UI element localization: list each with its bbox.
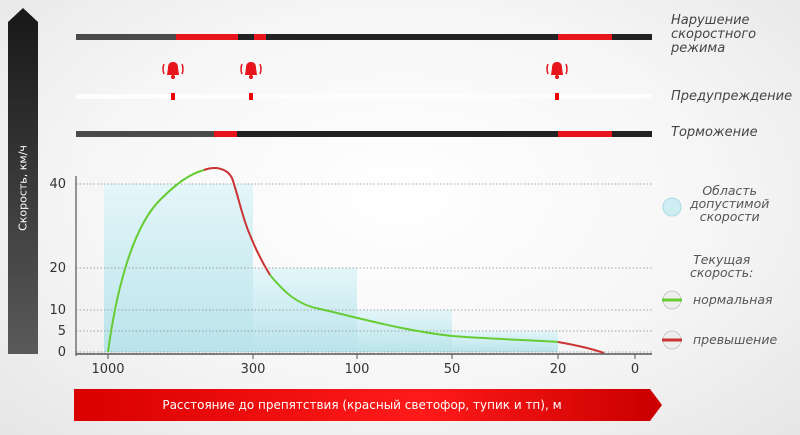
warning-marker-0: [171, 93, 175, 100]
braking-track: [76, 131, 652, 137]
track-label-violation: Нарушение скоростного режима: [671, 13, 757, 56]
x-tick-label: 300: [241, 362, 266, 377]
warning-track: [76, 94, 652, 99]
x-axis-bar: Расстояние до препятствия (красный свето…: [74, 389, 650, 421]
violation-track-segment-3: [558, 34, 612, 40]
legend-zone-label: Область допустимой скорости: [690, 183, 770, 224]
braking-track-segment-0: [76, 131, 214, 137]
legend-current-title: Текущая скорость:: [690, 252, 754, 280]
alarm-bell-icon: [240, 62, 262, 79]
braking-track-segment-1: [214, 131, 237, 137]
violation-track: [76, 34, 652, 40]
y-tick-label: 40: [49, 177, 66, 192]
braking-track-segment-2: [558, 131, 612, 137]
y-tick-label: 10: [49, 303, 66, 318]
x-tick-label: 100: [345, 362, 370, 377]
legend-zone-swatch: [662, 197, 682, 217]
x-tick-label: 20: [550, 362, 567, 377]
y-axis-bar: [8, 22, 38, 354]
legend-normal-label: нормальная: [693, 292, 773, 307]
warning-marker-2: [555, 93, 559, 100]
y-tick-label: 0: [58, 345, 66, 360]
alarm-bell-icon: [546, 62, 568, 79]
y-axis-arrow-tip: [8, 8, 38, 22]
track-label-braking: Торможение: [671, 125, 758, 140]
track-label-warning: Предупреждение: [671, 89, 793, 104]
violation-track-segment-2: [254, 34, 266, 40]
permitted-zone-3: [452, 331, 558, 352]
current-speed-normal-tail: [269, 274, 559, 343]
x-tick-label: 0: [631, 362, 639, 377]
x-tick-label: 50: [444, 362, 461, 377]
current-speed-normal-rise: [107, 169, 205, 353]
alarm-bell-icon: [162, 62, 184, 79]
current-speed-excess-tail: [557, 341, 605, 354]
x-axis-arrow-tip: [650, 389, 662, 421]
warning-marker-1: [249, 93, 253, 100]
y-tick-label: 20: [49, 261, 66, 276]
current-speed-excess-descent: [249, 234, 271, 276]
x-axis-label: Расстояние до препятствия (красный свето…: [162, 398, 562, 412]
legend-excess-label: превышение: [693, 332, 778, 347]
y-tick-label: 5: [58, 324, 66, 339]
violation-track-segment-0: [76, 34, 176, 40]
violation-track-segment-1: [176, 34, 238, 40]
current-speed-excess-peak: [203, 167, 251, 236]
permitted-zone-2: [357, 310, 452, 352]
x-tick-label: 1000: [91, 362, 124, 377]
